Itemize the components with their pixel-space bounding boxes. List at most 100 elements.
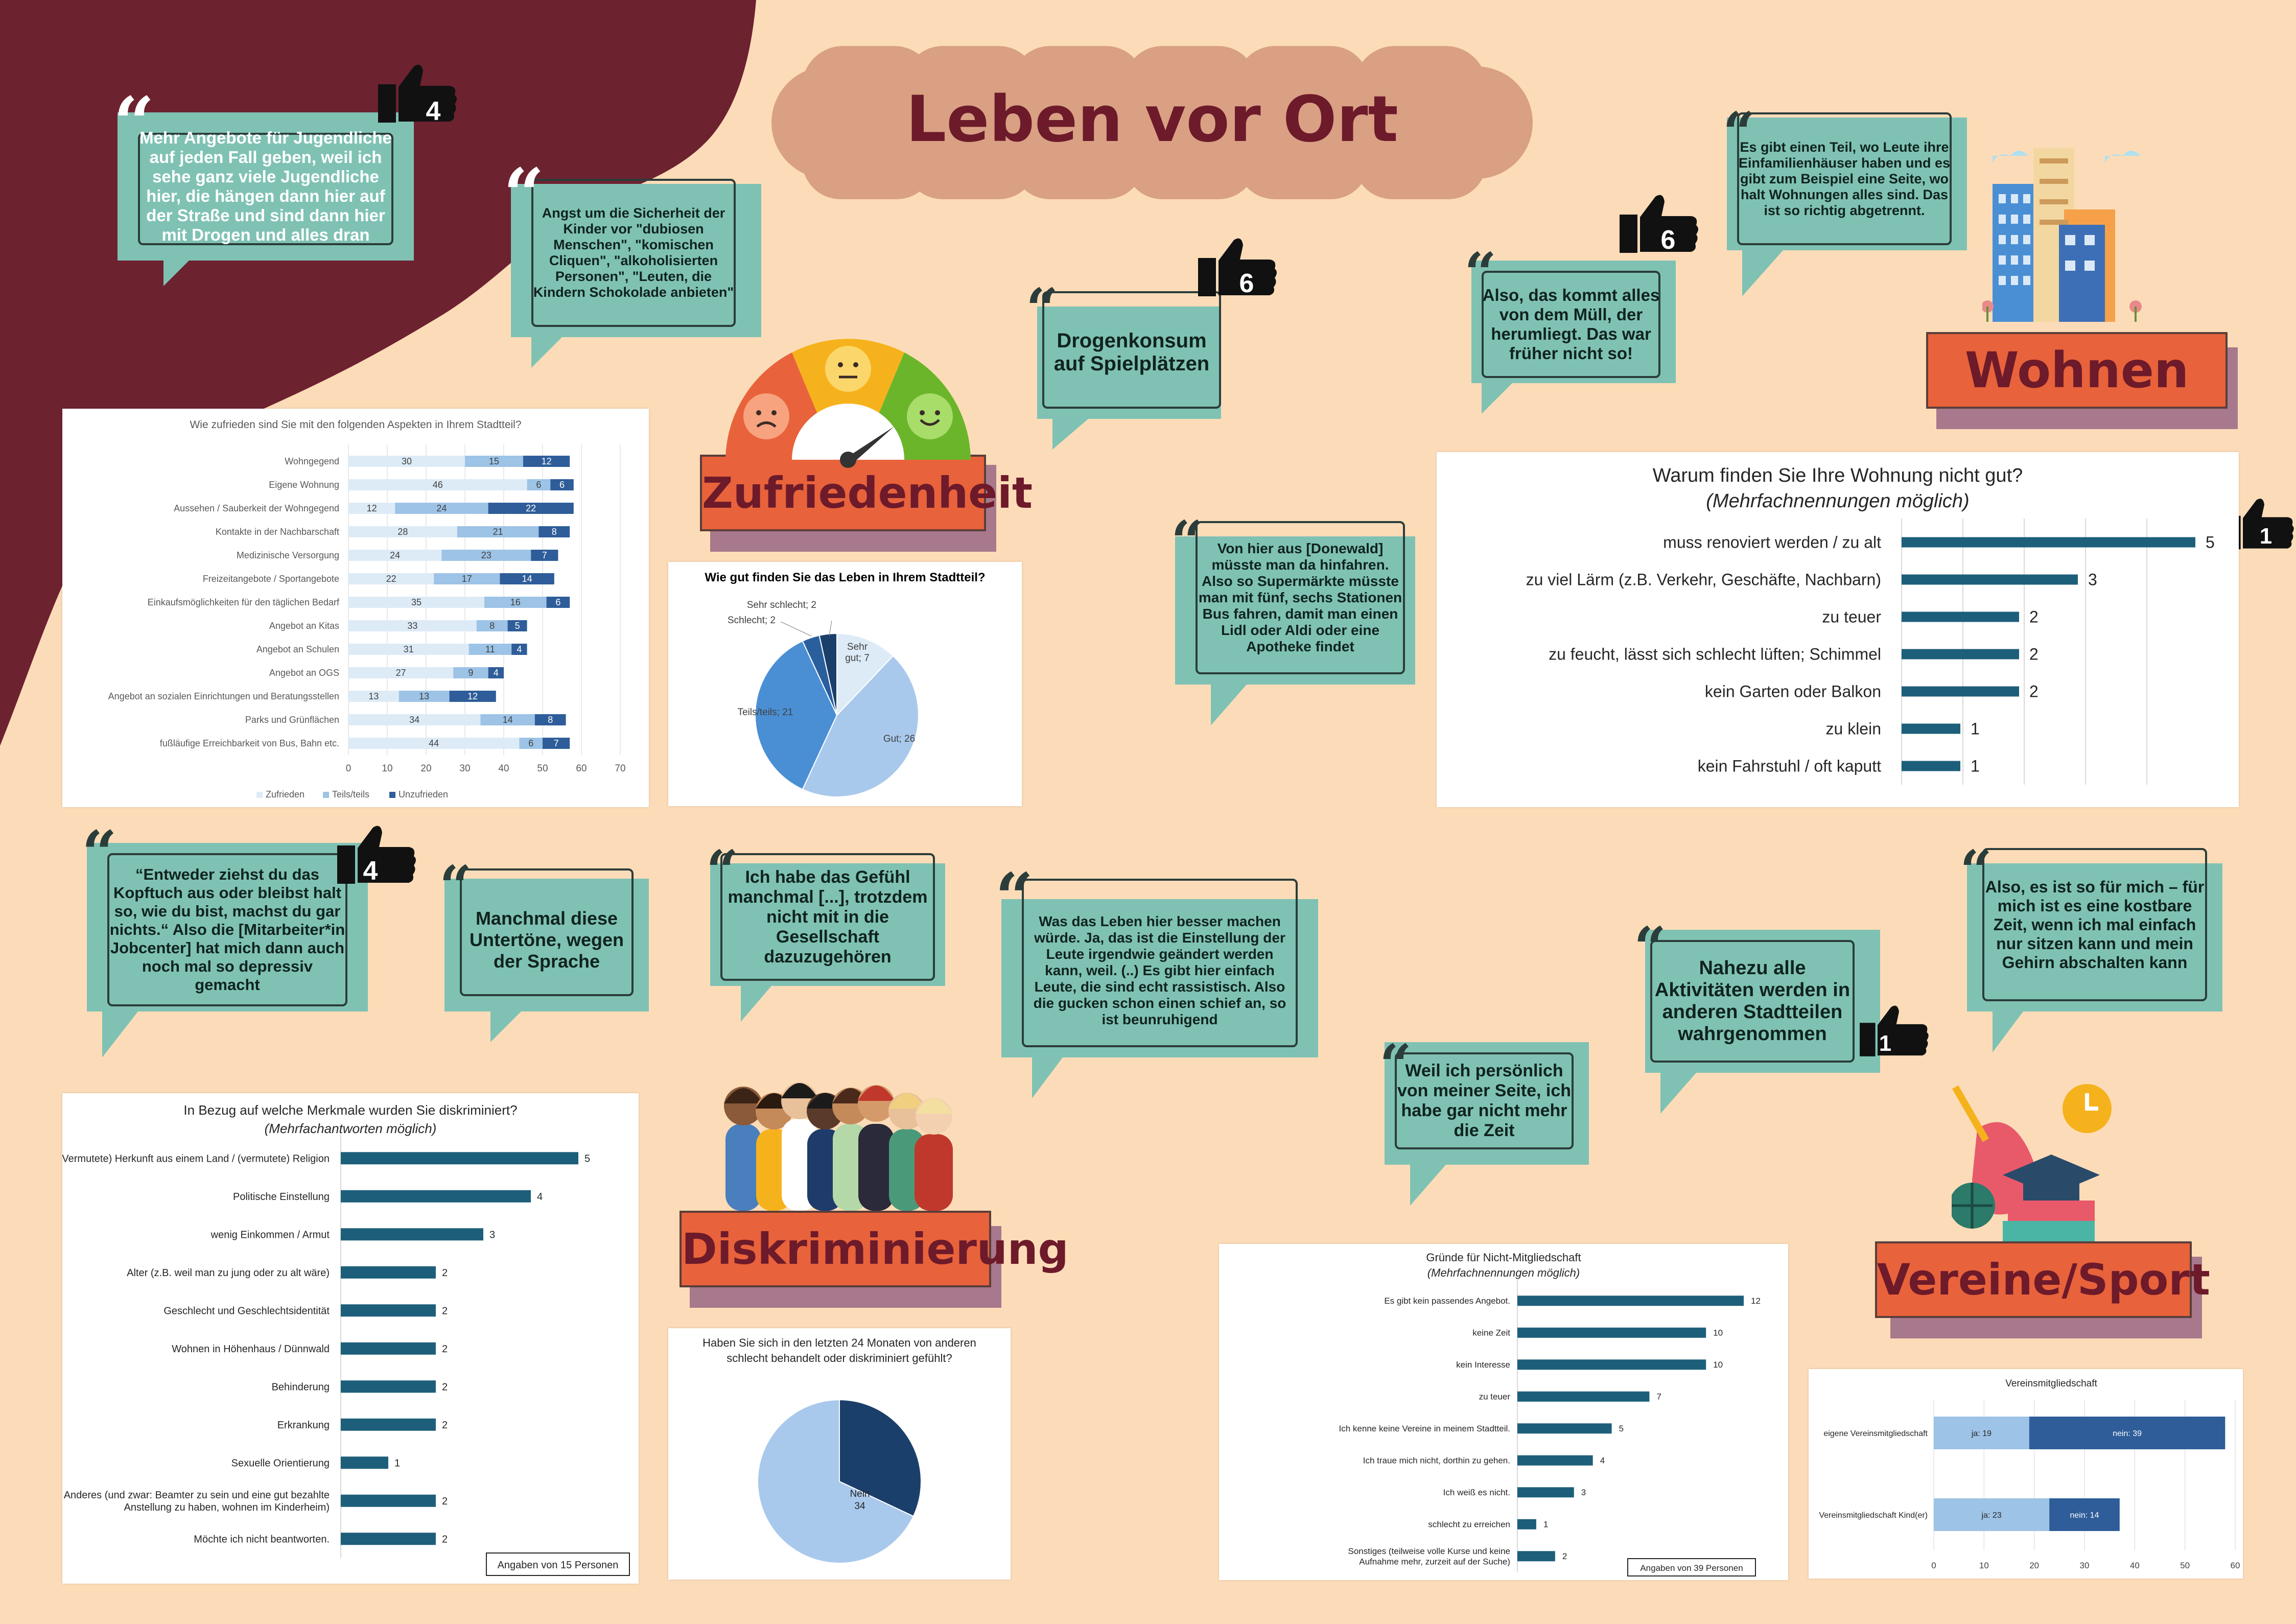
data-label: 46 bbox=[433, 480, 443, 490]
pie-slice bbox=[818, 632, 837, 716]
x-tick-label: 0 bbox=[346, 763, 352, 774]
data-label: 10 bbox=[1713, 1328, 1723, 1338]
data-label: 5 bbox=[584, 1153, 590, 1164]
data-label: 4 bbox=[494, 668, 499, 678]
category-label: Ich weiß es nicht. bbox=[1443, 1488, 1510, 1497]
data-label: 1 bbox=[1543, 1520, 1548, 1529]
pie-slice bbox=[839, 1399, 922, 1517]
pie-slice bbox=[755, 640, 838, 790]
data-label: 4 bbox=[517, 644, 522, 654]
bar bbox=[341, 1456, 388, 1469]
bar-segment bbox=[449, 691, 496, 702]
data-label: 44 bbox=[429, 738, 439, 748]
bar bbox=[341, 1190, 531, 1203]
bar bbox=[341, 1380, 436, 1393]
chart-discrimination-svg: In Bezug auf welche Merkmale wurden Sie … bbox=[59, 1102, 630, 1576]
chart-note: Angaben von 15 Personen bbox=[498, 1560, 619, 1571]
bar bbox=[1902, 574, 2078, 585]
quote-bubble-9: Ich habe das Gefühl manchmal [...], trot… bbox=[700, 853, 945, 1022]
bar-segment bbox=[348, 503, 395, 514]
category-label: Aussehen / Sauberkeit der Wohngegend bbox=[174, 503, 339, 513]
data-label: 35 bbox=[411, 597, 421, 607]
data-label: 12 bbox=[467, 691, 478, 701]
quote-icon: “ bbox=[1723, 100, 1755, 166]
legend-swatch bbox=[389, 792, 395, 798]
quote-bubble-5: Es gibt einen Teil, wo Leute ihre Einfam… bbox=[1722, 112, 1967, 296]
category-label: Es gibt kein passendes Angebot. bbox=[1384, 1296, 1510, 1306]
category-label: fußläufige Erreichbarkeit von Bus, Bahn … bbox=[160, 738, 339, 748]
data-label: 5 bbox=[2206, 533, 2215, 552]
quote-bubble-3: Drogenkonsum auf Spielplätzen bbox=[1022, 291, 1226, 450]
gauge-icon bbox=[725, 339, 971, 468]
data-label: 2 bbox=[442, 1420, 448, 1431]
bar bbox=[1517, 1296, 1744, 1306]
label-zufriedenheit: Zufriedenheit bbox=[700, 455, 1033, 531]
data-label: 8 bbox=[489, 621, 495, 631]
quote-text-8: Manchmal diese Untertöne, wegen der Spra… bbox=[469, 908, 624, 972]
quote-icon: “ bbox=[1379, 1032, 1412, 1098]
data-label: 13 bbox=[368, 691, 379, 701]
bar bbox=[341, 1228, 483, 1241]
bar bbox=[1902, 537, 2195, 548]
data-label: ja: 23 bbox=[1981, 1511, 2002, 1520]
data-label: nein: 39 bbox=[2113, 1429, 2142, 1438]
chart-satisfaction: Wie zufrieden sind Sie mit den folgenden… bbox=[62, 409, 649, 807]
category-label: keine Zeit bbox=[1472, 1328, 1510, 1338]
category-label: Anderes (und zwar: Beamter zu sein und e… bbox=[64, 1490, 330, 1513]
data-label: Nein 34 bbox=[850, 1489, 870, 1512]
x-tick-label: 10 bbox=[1979, 1561, 1989, 1570]
chart-housing-svg: Warum finden Sie Ihre Wohnung nicht gut?… bbox=[1526, 465, 2215, 785]
chart-life-svg: Wie gut finden Sie das Leben in Ihrem St… bbox=[705, 571, 986, 797]
thumbs-up-icon: 6 bbox=[1620, 192, 1701, 255]
chart-membership-svg: Vereinsmitgliedschaft 0 10 20 30 40 50 60 eigene… bbox=[1819, 1378, 2240, 1570]
category-label: zu teuer bbox=[1822, 608, 1881, 626]
chart-title: Gründe für Nicht-Mitgliedschaft bbox=[1426, 1251, 1581, 1264]
category-label: Geschlecht und Geschlechtsidentität bbox=[163, 1305, 330, 1316]
bar-segment bbox=[434, 573, 500, 584]
data-label: 5 bbox=[515, 621, 520, 631]
legend-label: Unzufrieden bbox=[399, 789, 448, 799]
bar bbox=[1902, 611, 2019, 622]
category-label: Sexuelle Orientierung bbox=[231, 1457, 330, 1469]
data-label: 3 bbox=[2088, 571, 2097, 589]
data-label: Teils/teils; 21 bbox=[738, 707, 793, 718]
note-box bbox=[486, 1552, 630, 1576]
bar-segment bbox=[546, 597, 570, 608]
bar-segment bbox=[1934, 1498, 2050, 1531]
bar-segment bbox=[441, 550, 531, 561]
quote-icon: “ bbox=[706, 838, 739, 904]
quote-icon: “ bbox=[503, 153, 545, 237]
quote-text-1: Mehr Angebote für Jugendliche auf jeden … bbox=[139, 128, 392, 244]
data-label: Gut; 26 bbox=[883, 734, 915, 744]
x-tick-label: 50 bbox=[2180, 1561, 2190, 1570]
bar bbox=[1517, 1519, 1536, 1529]
category-label: Kontakte in der Nachbarschaft bbox=[216, 527, 339, 537]
data-label: 14 bbox=[503, 715, 513, 725]
legend-swatch bbox=[256, 792, 263, 798]
pie-slice bbox=[836, 632, 894, 717]
thumbs-up-icon: 4 bbox=[337, 822, 419, 886]
bar-segment bbox=[2029, 1417, 2225, 1449]
buildings-icon bbox=[1982, 148, 2142, 322]
bar-segment bbox=[1934, 1417, 2029, 1449]
bar-segment bbox=[457, 526, 539, 537]
x-tick-label: 60 bbox=[2231, 1561, 2240, 1570]
bar-segment bbox=[500, 573, 554, 584]
category-label: zu teuer bbox=[1479, 1392, 1511, 1402]
data-label: 6 bbox=[559, 480, 565, 490]
bar-segment bbox=[476, 620, 508, 631]
bar-segment bbox=[511, 644, 527, 655]
data-label: 22 bbox=[386, 574, 396, 584]
x-tick-label: 30 bbox=[2080, 1561, 2090, 1570]
category-label: Angebot an OGS bbox=[269, 668, 339, 678]
chart-title: Vereinsmitgliedschaft bbox=[2005, 1378, 2097, 1389]
category-label: Ich traue mich nicht, dorthin zu gehen. bbox=[1363, 1456, 1510, 1466]
data-label: 12 bbox=[367, 503, 377, 513]
data-label: Sehr gut; 7 bbox=[845, 642, 870, 664]
bar-segment bbox=[550, 479, 574, 490]
data-label: 14 bbox=[522, 574, 532, 584]
bar-segment bbox=[488, 503, 574, 514]
data-label: 12 bbox=[1751, 1296, 1761, 1306]
x-tick-label: 0 bbox=[1931, 1561, 1936, 1570]
bar-segment bbox=[2049, 1498, 2120, 1531]
